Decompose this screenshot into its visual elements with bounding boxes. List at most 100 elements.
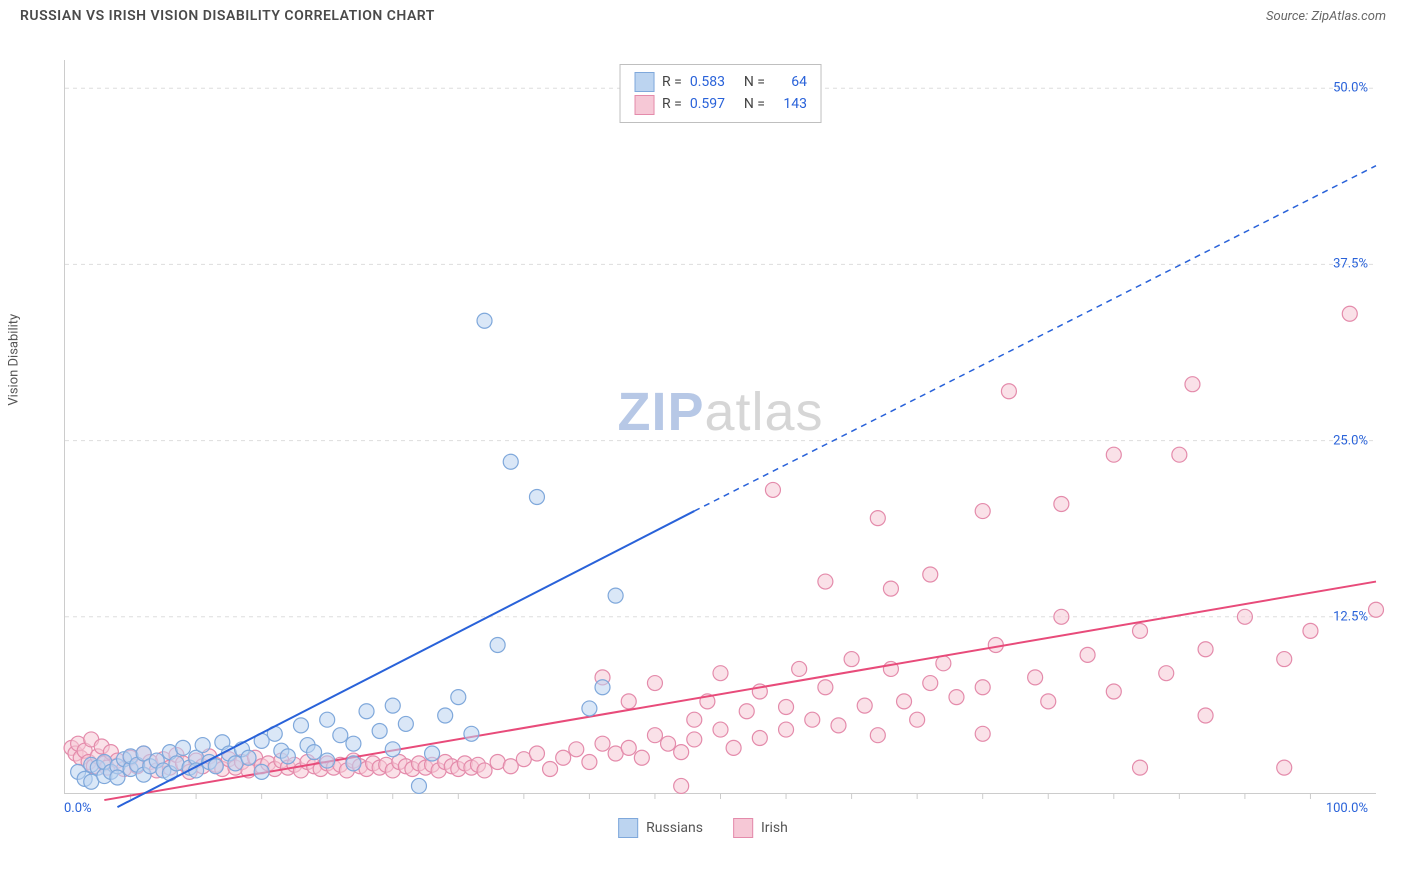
irish-point <box>1041 694 1056 709</box>
series-legend-label: Russians <box>646 820 703 836</box>
irish-trendline <box>104 582 1376 800</box>
irish-point <box>975 680 990 695</box>
irish-point <box>634 750 649 765</box>
irish-point <box>975 504 990 519</box>
irish-point <box>910 712 925 727</box>
russians-point <box>372 723 387 738</box>
scatter-svg <box>65 60 1376 793</box>
irish-point <box>1054 609 1069 624</box>
irish-point <box>936 656 951 671</box>
irish-point <box>1133 760 1148 775</box>
irish-point <box>818 680 833 695</box>
y-tick-label: 50.0% <box>1333 81 1368 96</box>
legend-n-label: N = <box>744 93 765 115</box>
irish-point <box>831 718 846 733</box>
russians-trendline-dashed <box>694 166 1376 511</box>
irish-point <box>556 750 571 765</box>
russians-point <box>320 712 335 727</box>
russians-point <box>307 745 322 760</box>
chart-header: RUSSIAN VS IRISH VISION DISABILITY CORRE… <box>0 0 1406 28</box>
irish-point <box>1133 623 1148 638</box>
russians-point <box>529 489 544 504</box>
legend-r-value: 0.597 <box>690 93 736 115</box>
irish-point <box>621 694 636 709</box>
irish-point <box>779 722 794 737</box>
irish-point <box>674 778 689 793</box>
y-tick-label: 12.5% <box>1333 609 1368 624</box>
plot-area: ZIPatlas R =0.583N =64R =0.597N =143 12.… <box>64 60 1376 794</box>
irish-point <box>883 581 898 596</box>
irish-point <box>1159 666 1174 681</box>
russians-point <box>595 680 610 695</box>
russians-point <box>359 704 374 719</box>
russians-point <box>280 749 295 764</box>
irish-point <box>818 574 833 589</box>
irish-point <box>1054 497 1069 512</box>
irish-point <box>1198 708 1213 723</box>
irish-point <box>647 728 662 743</box>
series-legend-label: Irish <box>761 820 788 836</box>
legend-n-value: 143 <box>773 93 807 115</box>
russians-point <box>110 770 125 785</box>
irish-point <box>661 736 676 751</box>
irish-point <box>870 511 885 526</box>
russians-point <box>464 726 479 741</box>
irish-point <box>1277 760 1292 775</box>
irish-point <box>1237 609 1252 624</box>
legend-r-label: R = <box>662 71 682 93</box>
irish-point <box>752 731 767 746</box>
russians-point <box>346 756 361 771</box>
irish-point <box>975 726 990 741</box>
irish-point <box>569 742 584 757</box>
irish-point <box>949 690 964 705</box>
russians-point <box>477 313 492 328</box>
irish-point <box>621 740 636 755</box>
irish-point <box>897 694 912 709</box>
irish-point <box>1198 642 1213 657</box>
legend-swatch <box>634 72 654 92</box>
chart-area: Vision Disability ZIPatlas R =0.583N =64… <box>20 36 1386 852</box>
x-axis-max-label: 100.0% <box>1326 801 1368 816</box>
irish-point <box>805 712 820 727</box>
stats-legend-row: R = 0.597 N = 143 <box>634 93 807 115</box>
y-tick-label: 37.5% <box>1333 257 1368 272</box>
irish-point <box>582 754 597 769</box>
irish-point <box>857 698 872 713</box>
irish-point <box>713 722 728 737</box>
irish-point <box>792 661 807 676</box>
russians-point <box>208 759 223 774</box>
irish-point <box>543 762 558 777</box>
russians-point <box>293 718 308 733</box>
y-axis-label: Vision Disability <box>7 314 22 406</box>
russians-point <box>254 764 269 779</box>
irish-point <box>529 746 544 761</box>
legend-r-label: R = <box>662 93 682 115</box>
irish-point <box>923 567 938 582</box>
russians-point <box>241 750 256 765</box>
series-legend-item: Russians <box>618 818 703 838</box>
legend-n-label: N = <box>744 71 765 93</box>
irish-point <box>1106 447 1121 462</box>
chart-source: Source: ZipAtlas.com <box>1266 9 1386 24</box>
irish-point <box>844 652 859 667</box>
irish-point <box>1369 602 1384 617</box>
irish-point <box>1106 684 1121 699</box>
russians-point <box>490 637 505 652</box>
irish-point <box>477 763 492 778</box>
irish-point <box>595 736 610 751</box>
chart-container: RUSSIAN VS IRISH VISION DISABILITY CORRE… <box>0 0 1406 892</box>
russians-point <box>333 728 348 743</box>
irish-point <box>674 745 689 760</box>
irish-point <box>870 728 885 743</box>
irish-point <box>1001 384 1016 399</box>
stats-legend-box: R =0.583N =64R =0.597N =143 <box>619 64 822 123</box>
irish-point <box>739 704 754 719</box>
russians-point <box>195 738 210 753</box>
irish-point <box>779 700 794 715</box>
irish-point <box>1277 652 1292 667</box>
irish-point <box>1172 447 1187 462</box>
irish-point <box>647 676 662 691</box>
irish-point <box>1185 377 1200 392</box>
irish-point <box>687 712 702 727</box>
russians-point <box>503 454 518 469</box>
